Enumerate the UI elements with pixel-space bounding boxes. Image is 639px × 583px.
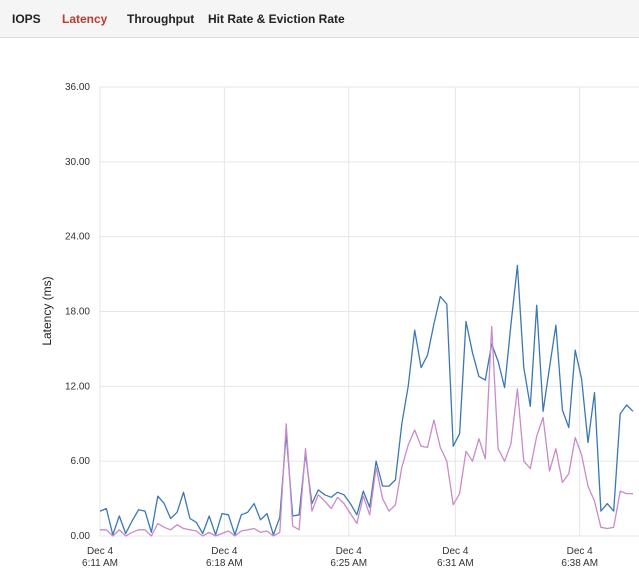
y-tick-label: 30.00 (65, 157, 90, 168)
y-tick-label: 36.00 (65, 82, 90, 93)
tab-hit-rate-eviction-rate[interactable]: Hit Rate & Eviction Rate (208, 12, 345, 26)
y-tick-label: 12.00 (65, 381, 90, 392)
x-tick-label: Dec 4 6:25 AM (330, 546, 367, 569)
x-axis-tick-labels: Dec 4 6:11 AM Dec 4 6:18 AM Dec 4 6:25 AM Dec … (82, 546, 598, 569)
y-tick-label: 18.00 (65, 307, 90, 318)
x-tick-label: Dec 4 6:38 AM (561, 546, 598, 569)
tab-iops[interactable]: IOPS (12, 12, 41, 26)
series-layer (99, 264, 634, 537)
tab-bar: IOPS Latency Throughput Hit Rate & Evict… (0, 0, 639, 38)
y-tick-label: 0.00 (71, 531, 91, 542)
y-axis-tick-labels: 0.00 6.00 12.00 18.00 24.00 30.00 36.00 (65, 82, 90, 542)
x-tick-label: Dec 4 6:11 AM (82, 546, 118, 569)
latency-series-line-1 (99, 264, 634, 536)
tab-latency[interactable]: Latency (62, 12, 108, 26)
y-tick-label: 24.00 (65, 232, 90, 243)
tab-throughput[interactable]: Throughput (127, 12, 195, 26)
x-tick-label: Dec 4 6:18 AM (206, 546, 243, 569)
grid-layer (99, 86, 639, 537)
y-axis-label: Latency (ms) (40, 276, 54, 345)
latency-series-line-2 (100, 325, 633, 537)
y-tick-label: 6.00 (71, 456, 91, 467)
x-tick-label: Dec 4 6:31 AM (437, 546, 474, 569)
